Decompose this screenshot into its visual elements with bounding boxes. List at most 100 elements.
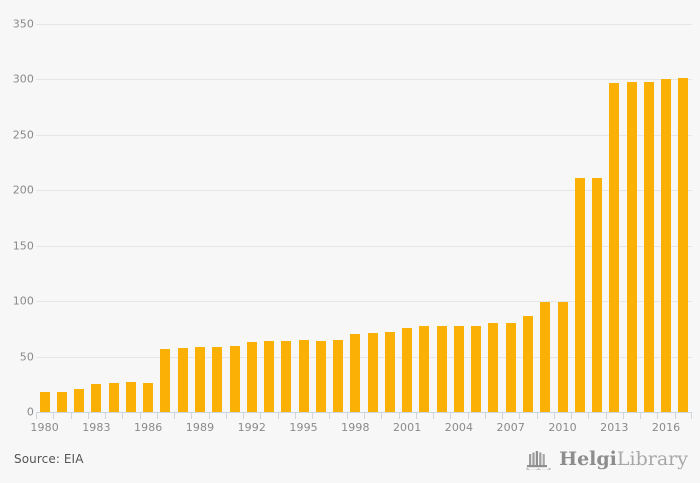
- x-tick-2001: [399, 412, 400, 419]
- helgi-library-logo[interactable]: HelgiLibrary: [526, 448, 688, 470]
- x-tick-2000: [381, 412, 382, 419]
- bar-1998[interactable]: [350, 334, 361, 412]
- x-tick-2002: [416, 412, 417, 419]
- x-tick-2005: [468, 412, 469, 419]
- x-tick-2011: [571, 412, 572, 419]
- gridline-250: [36, 134, 692, 136]
- logo-brand: Helgi: [559, 447, 617, 470]
- bar-series: [36, 24, 692, 412]
- gridline-100: [36, 301, 692, 303]
- x-tick-1993: [260, 412, 261, 419]
- x-tick-2006: [485, 412, 486, 419]
- bar-2014[interactable]: [626, 81, 637, 412]
- bar-1991[interactable]: [229, 345, 240, 412]
- x-tick-2014: [623, 412, 624, 419]
- x-tick-2010: [554, 412, 555, 419]
- bar-2016[interactable]: [661, 79, 672, 412]
- bar-2007[interactable]: [505, 323, 516, 412]
- bar-1992[interactable]: [246, 342, 257, 412]
- x-tick-1981: [53, 412, 54, 419]
- x-tick-1989: [191, 412, 192, 419]
- x-tick-2017: [675, 412, 676, 419]
- y-tick-label-0: 0: [26, 405, 34, 419]
- gridline-150: [36, 245, 692, 247]
- x-tick-label-1986: 1986: [134, 421, 163, 434]
- bar-1997[interactable]: [333, 339, 344, 412]
- bar-1994[interactable]: [281, 341, 292, 412]
- x-tick-label-2001: 2001: [392, 421, 422, 434]
- bar-1984[interactable]: [108, 383, 119, 412]
- bar-1981[interactable]: [56, 392, 67, 412]
- bar-1987[interactable]: [160, 348, 171, 412]
- x-tick-1987: [157, 412, 158, 419]
- gridline-300: [36, 79, 692, 81]
- bar-1996[interactable]: [315, 341, 326, 412]
- x-tick-1994: [278, 412, 279, 419]
- bar-1990[interactable]: [212, 346, 223, 412]
- gridline-200: [36, 190, 692, 192]
- y-tick-label-150: 150: [12, 239, 34, 253]
- y-tick-label-250: 250: [12, 128, 34, 142]
- x-tick-1995: [295, 412, 296, 419]
- chart-footer: Source: EIA HelgiLibrary: [0, 440, 700, 483]
- gridline-50: [36, 356, 692, 358]
- x-tick-2004: [450, 412, 451, 419]
- x-tick-1990: [209, 412, 210, 419]
- bar-1986[interactable]: [143, 383, 154, 412]
- x-tick-1980: [36, 412, 37, 419]
- y-axis-labels: 0 50 100 150 200 250 300 350: [0, 18, 34, 419]
- y-tick-label-50: 50: [19, 350, 34, 364]
- y-tick-label-100: 100: [12, 294, 34, 308]
- bar-1982[interactable]: [74, 388, 85, 412]
- logo-suffix: Library: [616, 447, 688, 470]
- bar-2012[interactable]: [592, 178, 603, 412]
- x-tick-1982: [71, 412, 72, 419]
- x-tick-1999: [364, 412, 365, 419]
- bar-2003[interactable]: [436, 325, 447, 412]
- x-tick-label-1989: 1989: [185, 421, 215, 434]
- bar-2000[interactable]: [384, 332, 395, 412]
- bar-1985[interactable]: [125, 382, 136, 412]
- x-tick-1983: [88, 412, 89, 419]
- gridline-350: [36, 24, 692, 25]
- bar-2004[interactable]: [453, 325, 464, 412]
- bar-1983[interactable]: [91, 384, 102, 412]
- bar-2009[interactable]: [540, 302, 551, 412]
- bar-1993[interactable]: [264, 341, 275, 412]
- bar-2001[interactable]: [402, 327, 413, 412]
- x-tick-1996: [312, 412, 313, 419]
- x-tick-2013: [606, 412, 607, 419]
- x-tick-1986: [140, 412, 141, 419]
- bar-1988[interactable]: [177, 347, 188, 412]
- x-tick-2016: [657, 412, 658, 419]
- bar-1980[interactable]: [39, 392, 50, 412]
- source-label: Source: EIA: [14, 452, 84, 466]
- x-tick-2012: [588, 412, 589, 419]
- x-tick-2009: [537, 412, 538, 419]
- x-tick-1997: [329, 412, 330, 419]
- bar-2011[interactable]: [574, 178, 585, 412]
- bar-2005[interactable]: [471, 325, 482, 412]
- bar-2013[interactable]: [609, 82, 620, 412]
- bar-1995[interactable]: [298, 339, 309, 412]
- x-tick-2015: [640, 412, 641, 419]
- bar-2017[interactable]: [678, 78, 689, 412]
- logo-wordmark: HelgiLibrary: [559, 447, 688, 470]
- bar-1989[interactable]: [195, 346, 205, 412]
- y-tick-label-350: 350: [12, 17, 34, 31]
- bar-2010[interactable]: [557, 302, 568, 412]
- plot-area: [36, 24, 692, 413]
- x-tick-label-2004: 2004: [444, 421, 474, 434]
- bar-2015[interactable]: [643, 81, 654, 412]
- bar-2006[interactable]: [488, 323, 499, 412]
- y-tick-label-200: 200: [12, 183, 34, 197]
- bar-2002[interactable]: [419, 325, 430, 412]
- x-tick-1985: [122, 412, 123, 419]
- bar-2008[interactable]: [523, 315, 533, 412]
- bar-1999[interactable]: [367, 333, 378, 412]
- x-tick-label-1992: 1992: [237, 421, 266, 434]
- x-tick-label-2016: 2016: [651, 421, 681, 434]
- x-tick-2003: [433, 412, 434, 419]
- x-tick-end: [691, 412, 692, 419]
